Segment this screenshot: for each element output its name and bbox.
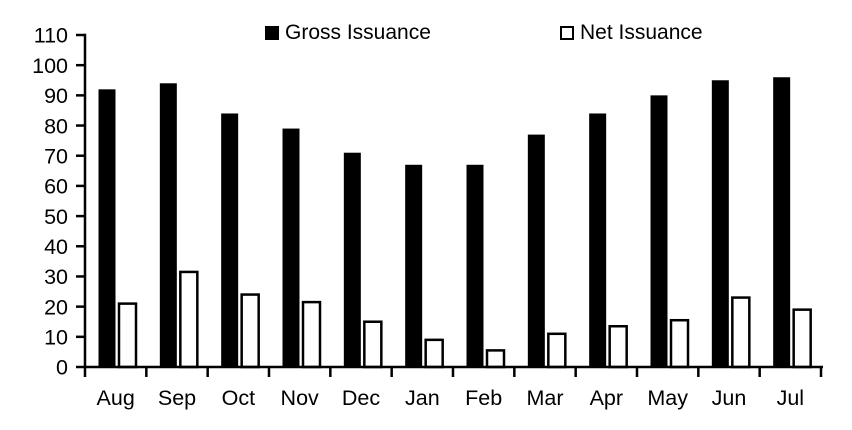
- x-tick-label-nov: Nov: [281, 386, 319, 410]
- bar-net-dec: [363, 320, 383, 369]
- bar-net-sep: [179, 270, 199, 369]
- bar-gross-jun: [711, 80, 729, 368]
- y-tick-label-0: 0: [56, 356, 68, 380]
- bar-gross-oct: [221, 113, 239, 367]
- y-tick-label-30: 30: [44, 265, 68, 289]
- bar-net-apr: [608, 325, 628, 369]
- bar-gross-may: [650, 95, 668, 368]
- x-tick-label-jul: Jul: [777, 386, 804, 410]
- y-tick-label-100: 100: [32, 54, 68, 78]
- x-tick-label-feb: Feb: [465, 386, 502, 410]
- bar-gross-mar: [527, 134, 545, 367]
- y-tick-label-70: 70: [44, 144, 68, 168]
- y-tick-label-20: 20: [44, 295, 68, 319]
- bar-net-feb: [485, 349, 506, 369]
- bar-net-mar: [547, 332, 567, 369]
- bar-gross-nov: [282, 128, 300, 367]
- bar-net-may: [669, 318, 690, 369]
- y-tick-label-110: 110: [34, 24, 68, 48]
- bar-gross-jul: [773, 77, 791, 367]
- x-tick-label-sep: Sep: [158, 386, 196, 410]
- y-tick-label-60: 60: [44, 175, 68, 199]
- bar-net-jan: [424, 338, 444, 369]
- y-tick-label-10: 10: [44, 326, 68, 350]
- bar-gross-feb: [466, 164, 484, 367]
- bar-net-jul: [792, 308, 812, 369]
- bar-gross-apr: [589, 113, 607, 367]
- x-tick-label-dec: Dec: [342, 386, 380, 410]
- bar-gross-jan: [405, 164, 423, 367]
- x-tick-label-aug: Aug: [97, 386, 135, 410]
- y-tick-label-40: 40: [44, 235, 68, 259]
- y-tick-label-90: 90: [44, 84, 68, 108]
- bar-net-oct: [240, 293, 260, 369]
- bar-net-jun: [731, 296, 751, 369]
- x-tick-label-may: May: [647, 386, 688, 410]
- x-tick-label-jan: Jan: [405, 386, 440, 410]
- x-tick-label-mar: Mar: [526, 386, 563, 410]
- bar-net-nov: [301, 300, 322, 369]
- bar-gross-sep: [159, 83, 177, 367]
- bar-net-aug: [117, 302, 138, 369]
- bar-gross-aug: [98, 89, 116, 367]
- x-tick-label-jun: Jun: [712, 386, 747, 410]
- y-tick-label-80: 80: [44, 114, 68, 138]
- bar-gross-dec: [343, 152, 361, 367]
- x-tick-label-oct: Oct: [222, 386, 255, 410]
- x-tick-label-apr: Apr: [590, 386, 623, 410]
- y-tick-label-50: 50: [44, 205, 68, 229]
